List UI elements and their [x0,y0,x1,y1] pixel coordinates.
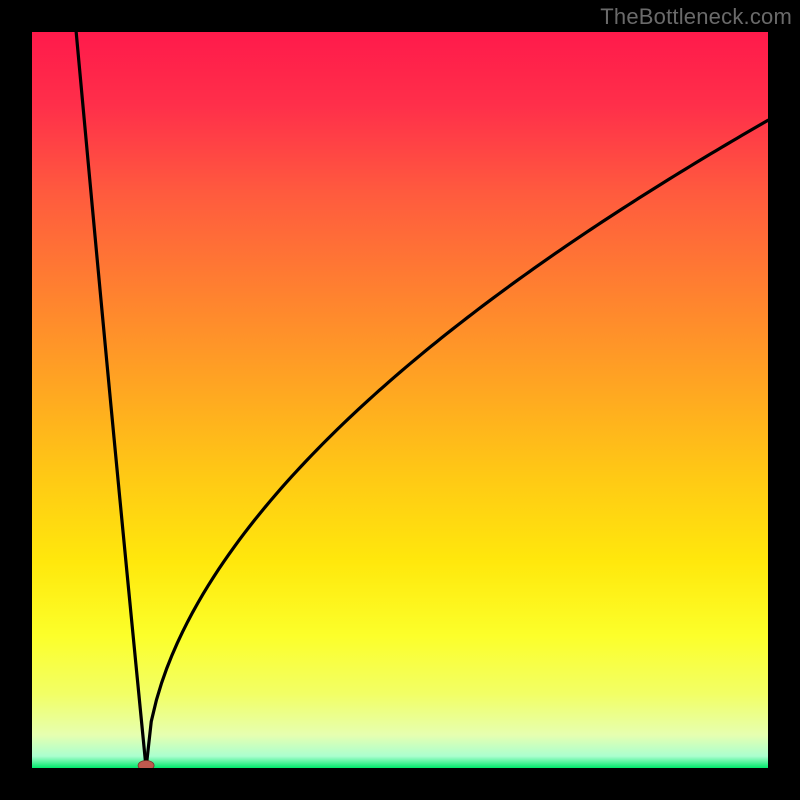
left-branch [76,32,146,768]
right-branch [146,120,768,768]
chart-container: TheBottleneck.com [0,0,800,800]
curve-layer [32,32,768,768]
watermark-text: TheBottleneck.com [600,4,792,30]
dip-marker [138,761,154,769]
plot-area [32,32,768,768]
